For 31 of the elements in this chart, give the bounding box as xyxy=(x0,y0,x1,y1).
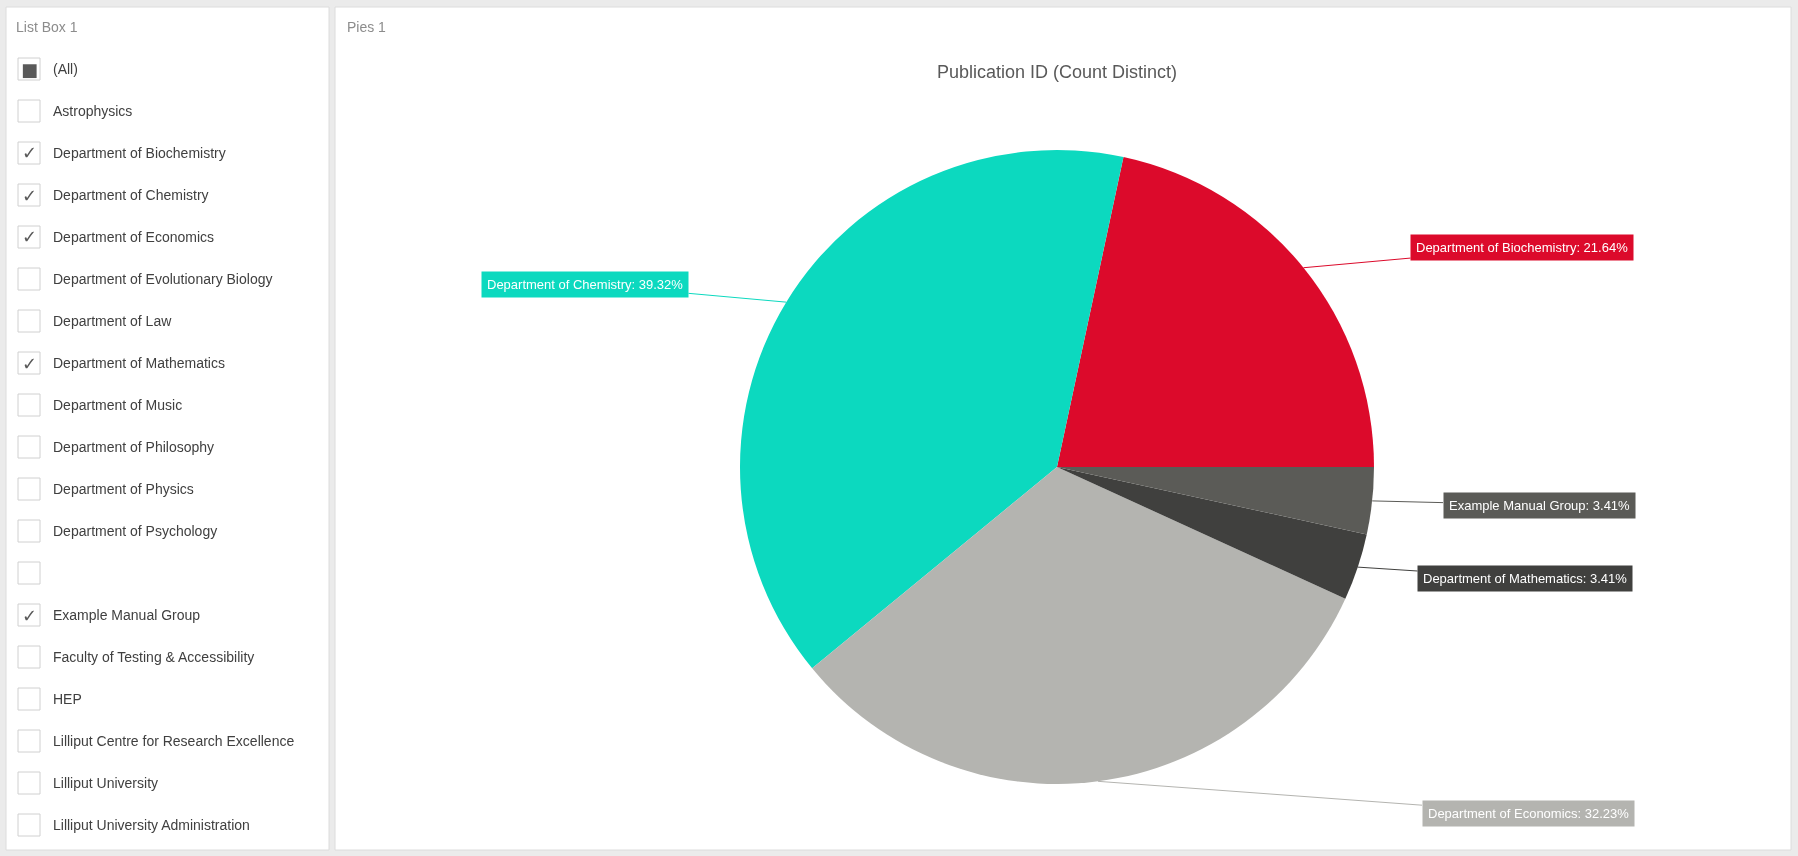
slice-label: Department of Biochemistry: 21.64% xyxy=(1416,240,1629,255)
slice-label: Department of Chemistry: 39.32% xyxy=(487,277,684,292)
text: List Box 1 xyxy=(16,19,78,35)
category-label: Department of Philosophy xyxy=(53,439,215,455)
chart-title: Publication ID (Count Distinct) xyxy=(937,62,1178,82)
category-label: Department of Physics xyxy=(53,481,194,497)
category-label: Department of Evolutionary Biology xyxy=(53,271,273,287)
slice-label: Example Manual Group: 3.41% xyxy=(1449,498,1631,513)
category-label: Lilliput Centre for Research Excellence xyxy=(53,733,295,749)
category-label: Department of Economics xyxy=(53,229,215,245)
category-label: Department of Chemistry xyxy=(53,187,209,203)
slice-label: Department of Economics: 32.23% xyxy=(1428,806,1630,821)
text: ✓ xyxy=(22,226,38,247)
category-label: Lilliput University Administration xyxy=(53,817,250,833)
category-label: Department of Mathematics xyxy=(53,355,225,371)
category-label: Faculty of Testing & Accessibility xyxy=(53,649,255,665)
category-label: Department of Biochemistry xyxy=(53,145,226,161)
text: ✓ xyxy=(22,605,38,626)
text: ✓ xyxy=(22,185,38,206)
text: ✓ xyxy=(22,353,38,374)
category-label: HEP xyxy=(53,691,82,707)
category-label: Department of Law xyxy=(53,313,173,329)
category-label: Astrophysics xyxy=(53,103,133,119)
text: Pies 1 xyxy=(347,19,387,35)
category-label: (All) xyxy=(53,61,78,77)
slice-label: Department of Mathematics: 3.41% xyxy=(1423,571,1628,586)
category-label: Lilliput University xyxy=(53,775,159,791)
text: ✓ xyxy=(22,142,38,163)
category-label: Department of Music xyxy=(53,397,183,413)
category-label: Example Manual Group xyxy=(53,607,201,623)
category-label: Department of Psychology xyxy=(53,523,218,539)
